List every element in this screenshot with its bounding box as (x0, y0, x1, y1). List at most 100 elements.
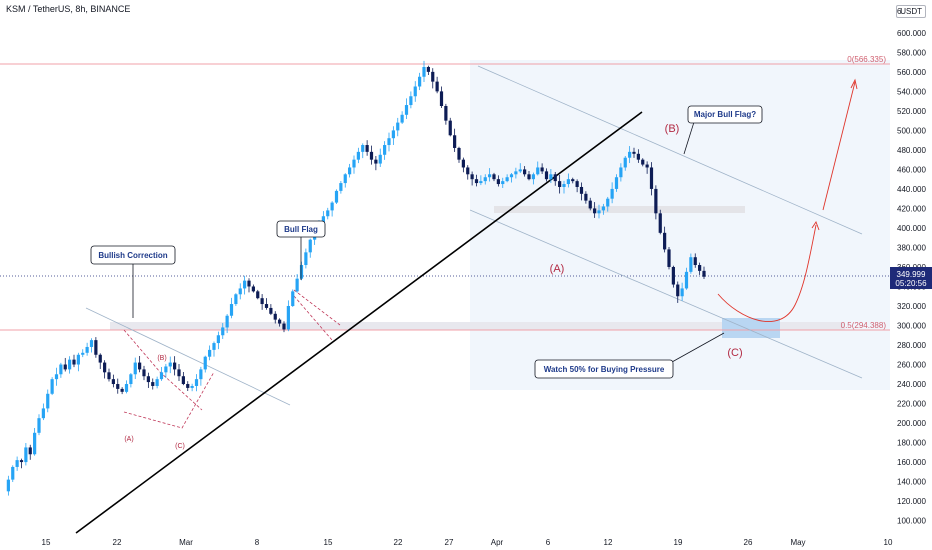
candle-up (409, 96, 413, 106)
candle-up (225, 315, 229, 328)
x-tick-label: 22 (394, 538, 403, 547)
candle-down (671, 266, 675, 285)
candle-up (234, 294, 238, 305)
callout-bullish-correction[interactable] (90, 245, 176, 265)
wave-label-a-large: (A) (550, 263, 565, 275)
current-price-tag[interactable] (890, 267, 932, 289)
y-tick-label: 460.000 (897, 165, 926, 174)
candle-down (260, 298, 264, 305)
candle-down (544, 171, 549, 180)
candle-down (593, 208, 597, 214)
candle-up (286, 305, 290, 330)
currency-badge[interactable]: USDT (896, 5, 926, 18)
candle-down (251, 286, 255, 292)
candle-down (698, 265, 702, 271)
candle-up (566, 179, 570, 185)
candle-down (461, 159, 465, 168)
time-axis[interactable]: 15 22 Mar 8 15 22 27 Apr 6 12 19 26 May 10 (42, 538, 893, 547)
candle-up (479, 181, 483, 184)
x-tick-label: 15 (42, 538, 51, 547)
candle-up (606, 198, 610, 207)
target-zone (722, 318, 780, 338)
callout-bull-flag[interactable] (276, 220, 326, 238)
candle-up (304, 252, 308, 266)
candle-up (549, 174, 553, 180)
abc-dash-lower (123, 371, 215, 429)
candle-down (138, 362, 142, 370)
y-tick-label: 380.000 (897, 243, 926, 252)
candle-down (98, 354, 102, 363)
candle-up (334, 190, 339, 203)
candle-down (431, 71, 435, 82)
candle-down (496, 179, 500, 185)
candle-up (348, 167, 352, 175)
candle-down (146, 376, 150, 383)
x-tick-label: 26 (744, 538, 753, 547)
candle-up (37, 418, 41, 433)
candle-down (151, 382, 155, 386)
candle-up (308, 239, 312, 253)
x-tick-label: 12 (604, 538, 613, 547)
candle-up (291, 291, 295, 306)
candle-up (623, 157, 627, 168)
candle-up (190, 385, 194, 388)
candle-down (448, 120, 452, 136)
candle-down (120, 388, 124, 392)
candle-up (483, 177, 487, 182)
projection-line-2 (822, 81, 856, 211)
candle-up (229, 304, 234, 316)
candle-down (426, 66, 430, 72)
candle-down (645, 164, 649, 168)
candle-up (68, 359, 72, 370)
candle-down (264, 304, 269, 308)
candle-up (199, 369, 203, 380)
candle-down (636, 153, 640, 160)
candle-up (299, 265, 304, 279)
candle-down (588, 200, 592, 209)
y-tick-label: 180.000 (897, 439, 926, 448)
current-price-value: 349.999 (897, 270, 926, 279)
abc-dash-upper (123, 329, 203, 411)
candle-up (562, 184, 566, 187)
candle-down (453, 135, 457, 148)
candle-up (614, 177, 619, 189)
candle-down (173, 362, 177, 370)
candle-down (575, 181, 579, 187)
y-tick-label: 160.000 (897, 458, 926, 467)
x-tick-label: 27 (445, 538, 454, 547)
candle-up (339, 183, 343, 191)
candle-up (378, 154, 382, 164)
candle-down (72, 359, 76, 365)
candle-up (50, 379, 54, 394)
candle-down (457, 147, 461, 160)
candle-up (41, 408, 45, 419)
candle-up (396, 122, 400, 131)
x-tick-label: 8 (255, 538, 260, 547)
candle-up (352, 159, 356, 168)
current-price-countdown: 05:20:56 (895, 279, 927, 288)
candle-down (523, 169, 527, 175)
callout-major-bull-flag[interactable] (687, 105, 763, 124)
candle-up (422, 66, 426, 77)
candle-down (540, 167, 544, 172)
candle-up (514, 171, 518, 175)
bull-flag-dash-1 (293, 289, 341, 326)
candle-down (658, 213, 662, 233)
candle-up (168, 362, 172, 367)
candle-down (474, 179, 479, 184)
callout-major-bull-flag-text: Major Bull Flag? (694, 110, 756, 119)
candle-down (676, 284, 680, 297)
candle-up (509, 174, 514, 178)
candle-up (59, 364, 63, 375)
projection-arrowhead-2 (850, 78, 858, 90)
candle-down (571, 179, 575, 182)
candle-down (579, 186, 584, 194)
callout-watch-50[interactable] (534, 359, 674, 379)
candle-down (702, 270, 706, 277)
x-tick-label: 6 (546, 538, 551, 547)
price-axis[interactable]: 100.000 120.000 140.000 160.000 180.000 200.0… (897, 29, 926, 526)
candle-up (501, 181, 505, 185)
y-tick-label: 420.000 (897, 204, 926, 213)
resistance-zone (494, 206, 745, 213)
